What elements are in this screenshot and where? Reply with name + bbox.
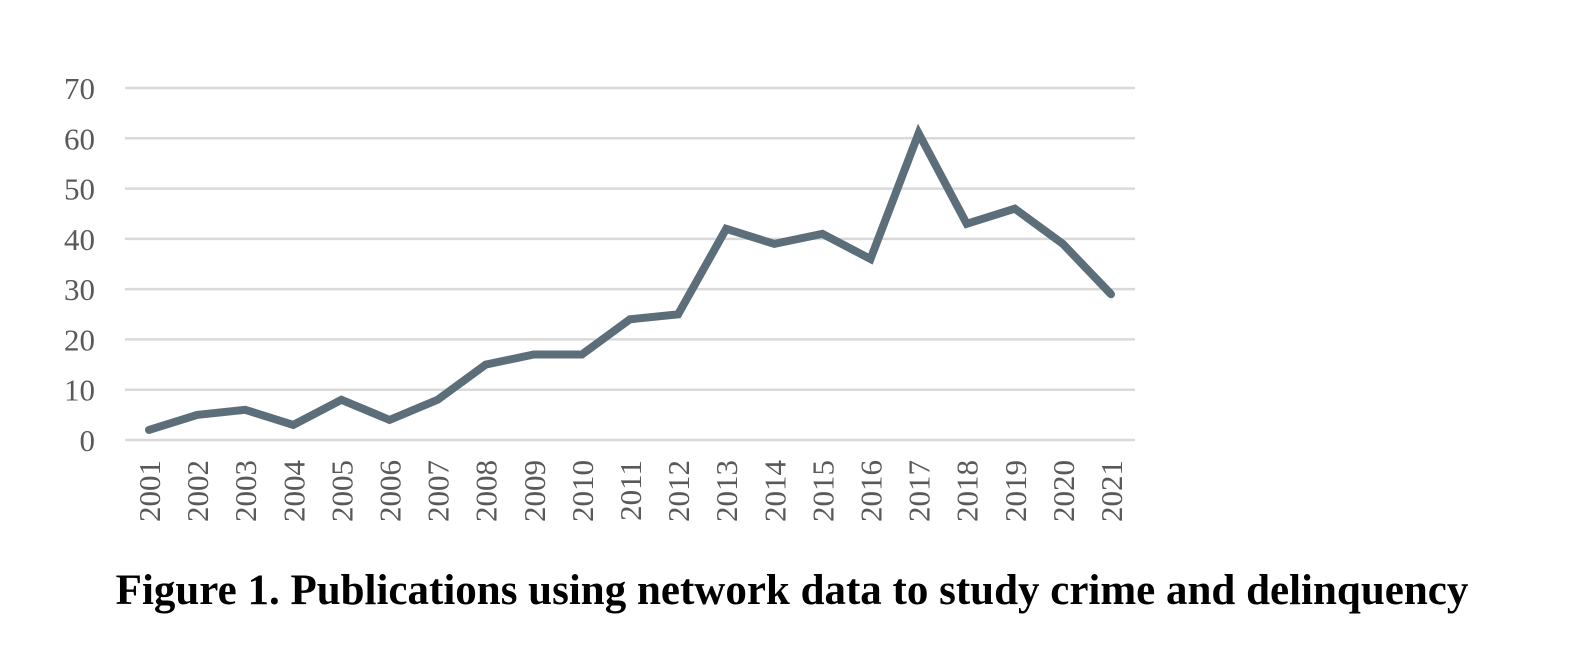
- x-tick-label: 2018: [950, 460, 985, 522]
- x-tick-label: 2010: [565, 460, 600, 522]
- x-tick-label: 2020: [1046, 460, 1081, 522]
- y-tick-label: 50: [64, 172, 95, 207]
- x-axis-tick-labels: 2001 2002 2003 2004 2005 2006 2007 2008 2009 2010…: [132, 460, 1129, 523]
- x-tick-label: 2012: [661, 460, 696, 522]
- x-tick-label: 2015: [805, 460, 840, 522]
- x-tick-label: 2008: [469, 460, 504, 522]
- y-tick-label: 20: [64, 322, 95, 357]
- data-points: [148, 133, 1112, 431]
- y-tick-label: 40: [64, 222, 95, 257]
- x-tick-label: 2009: [517, 460, 552, 522]
- gridlines: [125, 86, 1135, 442]
- x-tick-label: 2002: [180, 460, 215, 522]
- x-tick-label: 2016: [853, 460, 888, 522]
- x-tick-label: 2005: [324, 460, 359, 522]
- x-tick-label: 2014: [757, 460, 792, 523]
- x-tick-label: 2006: [373, 460, 408, 522]
- x-tick-label: 2004: [276, 460, 311, 523]
- x-tick-label: 2011: [613, 460, 648, 521]
- x-tick-label: 2013: [709, 460, 744, 522]
- x-tick-label: 2003: [228, 460, 263, 522]
- y-tick-label: 30: [64, 272, 95, 307]
- y-tick-label: 10: [64, 373, 95, 408]
- x-tick-label: 2007: [421, 460, 456, 522]
- y-axis-tick-labels: 0 10 20 30 40 50 60 70: [64, 71, 95, 458]
- x-tick-label: 2019: [998, 460, 1033, 522]
- y-tick-label: 0: [80, 423, 96, 458]
- series-line: [145, 123, 1115, 434]
- x-tick-label: 2021: [1094, 460, 1129, 522]
- y-tick-label: 70: [64, 71, 95, 106]
- line-chart: 0 10 20 30 40 50 60 70 2001 2002 2003 2004 2005 2006…: [64, 71, 1135, 523]
- figure-caption: Figure 1. Publications using network dat…: [115, 567, 1469, 614]
- x-tick-label: 2001: [132, 460, 167, 522]
- y-tick-label: 60: [64, 121, 95, 156]
- x-tick-label: 2017: [902, 460, 937, 522]
